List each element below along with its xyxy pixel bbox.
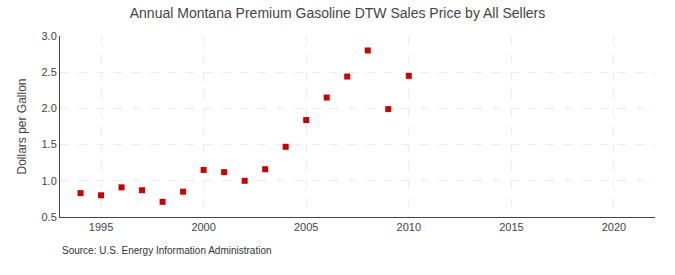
- svg-text:2005: 2005: [294, 221, 318, 233]
- svg-text:2.0: 2.0: [42, 102, 57, 114]
- svg-text:2010: 2010: [397, 221, 421, 233]
- svg-text:0.5: 0.5: [42, 211, 57, 223]
- svg-text:Annual Montana Premium Gasolin: Annual Montana Premium Gasoline DTW Sale…: [130, 5, 546, 21]
- svg-text:1.5: 1.5: [42, 138, 57, 150]
- svg-text:2015: 2015: [499, 221, 523, 233]
- svg-text:3.0: 3.0: [42, 30, 57, 42]
- svg-text:Source: U.S. Energy Informatio: Source: U.S. Energy Information Administ…: [62, 245, 272, 256]
- svg-text:2020: 2020: [602, 221, 626, 233]
- svg-text:1.0: 1.0: [42, 175, 57, 187]
- svg-text:1995: 1995: [89, 221, 113, 233]
- svg-text:2000: 2000: [191, 221, 215, 233]
- svg-text:2.5: 2.5: [42, 66, 57, 78]
- svg-text:Dollars per Gallon: Dollars per Gallon: [15, 78, 29, 174]
